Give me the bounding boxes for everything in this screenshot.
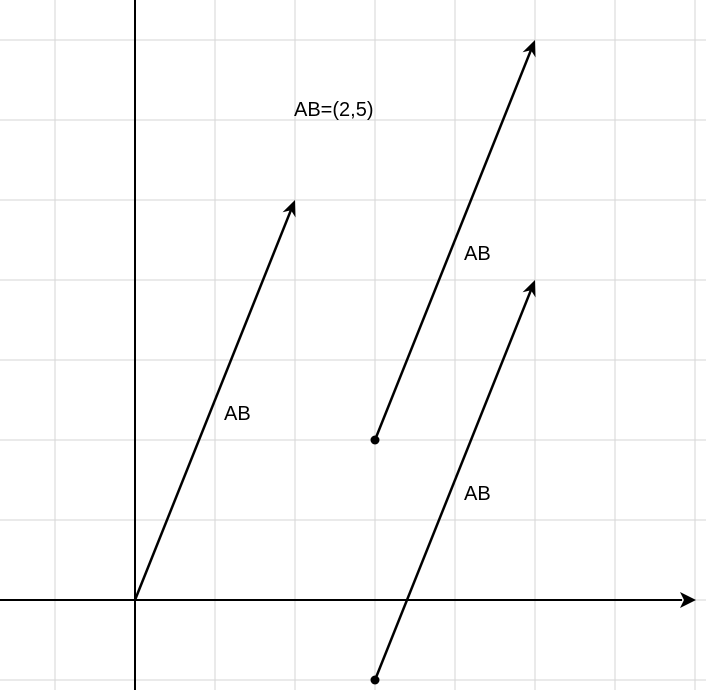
vector-label: AB <box>464 483 491 505</box>
vector-shaft <box>133 209 293 601</box>
vector-start-point <box>370 435 380 445</box>
vector-label: AB <box>464 243 491 265</box>
vector-definition-label: AB=(2,5) <box>294 99 373 121</box>
vectors: AB AB AB <box>133 40 536 685</box>
vector-arrowhead <box>282 200 296 218</box>
vector-start-point <box>370 675 380 685</box>
vector-ab-2: AB <box>370 40 536 445</box>
vector-label: AB <box>224 403 251 425</box>
vector-ab-3: AB <box>370 280 536 685</box>
vector-shaft <box>373 49 533 441</box>
vector-shaft <box>373 289 533 681</box>
vector-arrowhead <box>522 280 536 298</box>
x-axis-arrow <box>680 592 696 608</box>
vector-ab-1: AB <box>133 200 296 601</box>
vector-arrowhead <box>522 40 536 58</box>
